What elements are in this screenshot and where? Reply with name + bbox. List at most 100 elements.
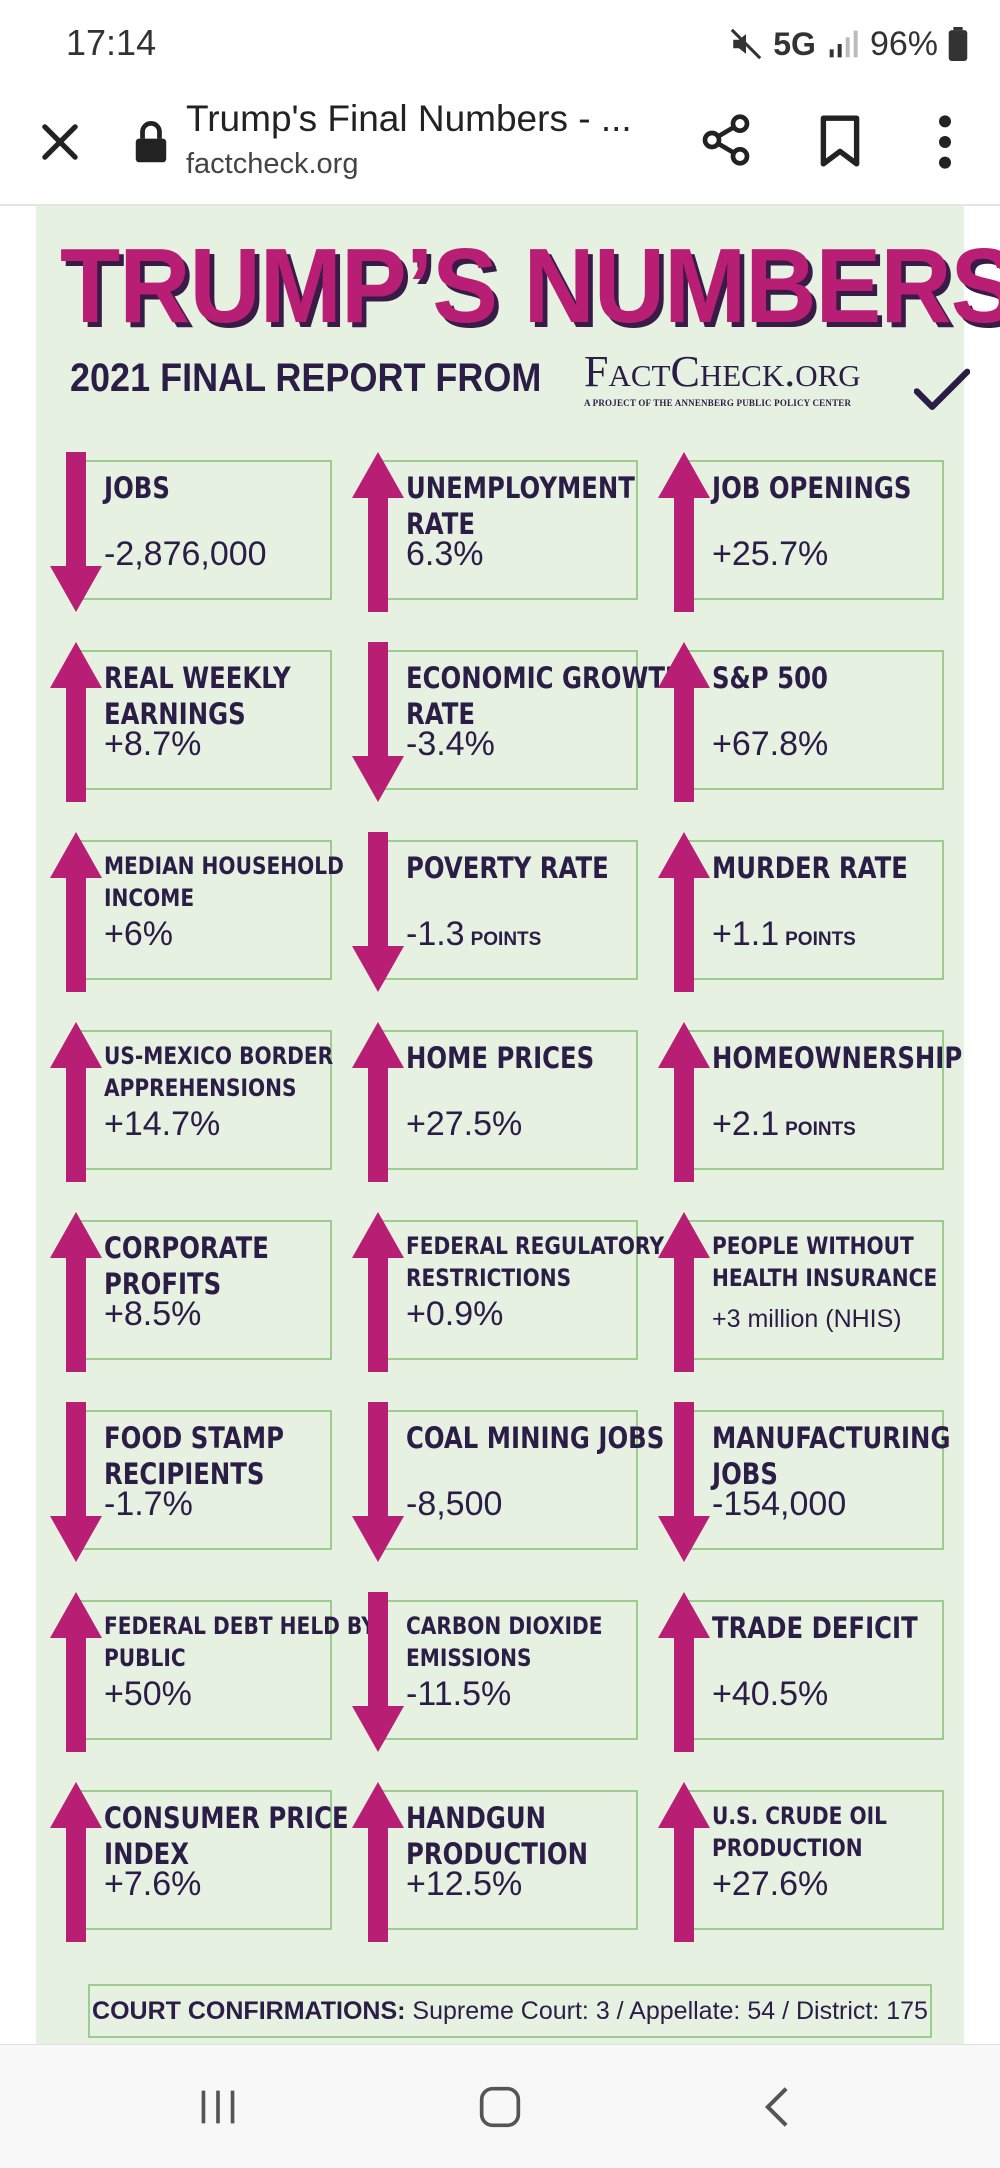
stat-card: Median Household Income +6% — [50, 832, 344, 1006]
stat-value: +50% — [104, 1675, 192, 1714]
stat-card: Jobs -2,876,000 — [50, 452, 338, 626]
arrow-up-icon — [658, 1022, 710, 1182]
stat-box — [684, 1410, 944, 1550]
stat-card: US-Mexico Border Apprehensions +14.7% — [50, 1022, 338, 1196]
stat-box — [378, 1410, 638, 1550]
court-confirmations-label: COURT CONFIRMATIONS: — [92, 1997, 406, 2025]
stat-value-number: +27.6% — [712, 1865, 829, 1903]
stat-value: +3 million (NHIS) — [712, 1305, 902, 1334]
arrow-down-icon — [50, 452, 102, 612]
arrow-down-icon — [50, 1402, 102, 1562]
factcheck-logo: FactCheck.org A Project of the Annenberg… — [584, 346, 970, 416]
stat-label: Federal Regulatory Restrictions — [406, 1232, 665, 1292]
infographic-subtitle: 2021 FINAL REPORT FROM — [70, 356, 542, 400]
stat-card: Consumer Price Index +7.6% — [50, 1782, 349, 1956]
stat-box — [684, 1220, 944, 1360]
stat-card: Job Openings +25.7% — [658, 452, 950, 626]
arrow-up-icon — [658, 1782, 710, 1942]
stat-label: Consumer Price Index — [104, 1801, 349, 1871]
stat-value-number: +40.5% — [712, 1675, 829, 1713]
close-icon[interactable] — [34, 116, 86, 168]
stat-value: +8.7% — [104, 725, 201, 764]
stat-value-number: +67.8% — [712, 725, 829, 763]
stat-value: +25.7% — [712, 535, 828, 574]
stat-label: Poverty Rate — [406, 851, 609, 885]
stat-value: +6% — [104, 915, 173, 954]
stat-box — [378, 1790, 638, 1930]
web-content[interactable]: TRUMP’S NUMBERS 2021 FINAL REPORT FROM F… — [0, 206, 1000, 2044]
stat-value: -2,876,000 — [104, 535, 267, 574]
stat-value-number: +8.7% — [104, 725, 202, 763]
bookmark-icon[interactable] — [818, 114, 862, 168]
stat-box — [76, 1030, 332, 1170]
court-confirmations: COURT CONFIRMATIONS: Supreme Court: 3 / … — [88, 1984, 932, 2038]
stat-value: +1.1 POINTS — [712, 915, 856, 954]
arrow-down-icon — [352, 642, 404, 802]
stat-card: Poverty Rate -1.3 POINTS — [352, 832, 644, 1006]
stats-grid: Jobs -2,876,000 Unemployment Rate 6.3% Job O… — [50, 452, 962, 1970]
arrow-up-icon — [50, 642, 102, 802]
stat-box — [378, 840, 638, 980]
stat-value-number: +7.6% — [104, 1865, 202, 1903]
stat-value-number: +14.7% — [104, 1105, 221, 1143]
stat-box — [684, 1600, 944, 1740]
stat-value: +2.1 POINTS — [712, 1105, 856, 1144]
stat-label: Unemployment Rate — [406, 471, 635, 541]
back-icon[interactable] — [760, 2085, 794, 2129]
stat-label: Federal Debt Held by Public — [104, 1612, 376, 1672]
arrow-up-icon — [352, 1022, 404, 1182]
stat-label: Real Weekly Earnings — [104, 661, 291, 731]
stat-card: Murder Rate +1.1 POINTS — [658, 832, 950, 1006]
stat-card: Handgun Production +12.5% — [352, 1782, 644, 1956]
stat-card: Coal Mining Jobs -8,500 — [352, 1402, 664, 1576]
stat-box — [684, 650, 944, 790]
arrow-up-icon — [50, 832, 102, 992]
stat-box — [76, 1410, 332, 1550]
stat-value-number: -8,500 — [406, 1485, 503, 1523]
stat-value: +14.7% — [104, 1105, 220, 1144]
stat-card: Federal Debt Held by Public +50% — [50, 1592, 376, 1766]
stat-box — [378, 460, 638, 600]
page-url[interactable]: factcheck.org — [186, 148, 359, 180]
stat-card: Food Stamp Recipients -1.7% — [50, 1402, 338, 1576]
stat-card: Manufacturing Jobs -154,000 — [658, 1402, 950, 1576]
network-type: 5G — [773, 25, 816, 62]
recent-apps-icon[interactable] — [196, 2087, 240, 2127]
stat-label: Job Openings — [712, 471, 912, 505]
stat-card: Trade Deficit +40.5% — [658, 1592, 950, 1766]
arrow-up-icon — [50, 1782, 102, 1942]
arrow-up-icon — [352, 452, 404, 612]
stat-value: -1.3 POINTS — [406, 915, 541, 954]
infographic-title: TRUMP’S NUMBERS — [60, 227, 1000, 345]
stat-value: -154,000 — [712, 1485, 846, 1524]
stat-card: Homeownership +2.1 POINTS — [658, 1022, 962, 1196]
arrow-up-icon — [352, 1212, 404, 1372]
home-icon[interactable] — [478, 2085, 522, 2129]
factcheck-logo-text: FactCheck.org — [584, 347, 861, 396]
stat-value: +7.6% — [104, 1865, 201, 1904]
lock-icon — [135, 121, 167, 163]
stat-value: +27.5% — [406, 1105, 522, 1144]
stat-value: +27.6% — [712, 1865, 828, 1904]
more-vert-icon[interactable] — [928, 112, 962, 172]
arrow-up-icon — [658, 642, 710, 802]
stat-value-number: +2.1 — [712, 1105, 780, 1143]
stat-card: Corporate Profits +8.5% — [50, 1212, 338, 1386]
stat-value-unit: POINTS — [470, 929, 542, 950]
stat-box — [76, 650, 332, 790]
stat-value: -3.4% — [406, 725, 495, 764]
stat-value-number: +6% — [104, 915, 173, 953]
stat-label: S&P 500 — [712, 661, 828, 695]
stat-value-number: 6.3% — [406, 535, 484, 573]
stat-value: +40.5% — [712, 1675, 828, 1714]
share-icon[interactable] — [698, 112, 754, 168]
stat-box — [378, 1600, 638, 1740]
arrow-down-icon — [352, 1402, 404, 1562]
stat-label: People Without Health Insurance — [712, 1232, 938, 1292]
battery-icon — [948, 27, 968, 61]
stat-card: S&P 500 +67.8% — [658, 642, 950, 816]
browser-toolbar: Trump's Final Numbers - ... factcheck.or… — [0, 90, 1000, 206]
stat-card: Home Prices +27.5% — [352, 1022, 644, 1196]
arrow-up-icon — [50, 1592, 102, 1752]
stat-box — [76, 1600, 332, 1740]
